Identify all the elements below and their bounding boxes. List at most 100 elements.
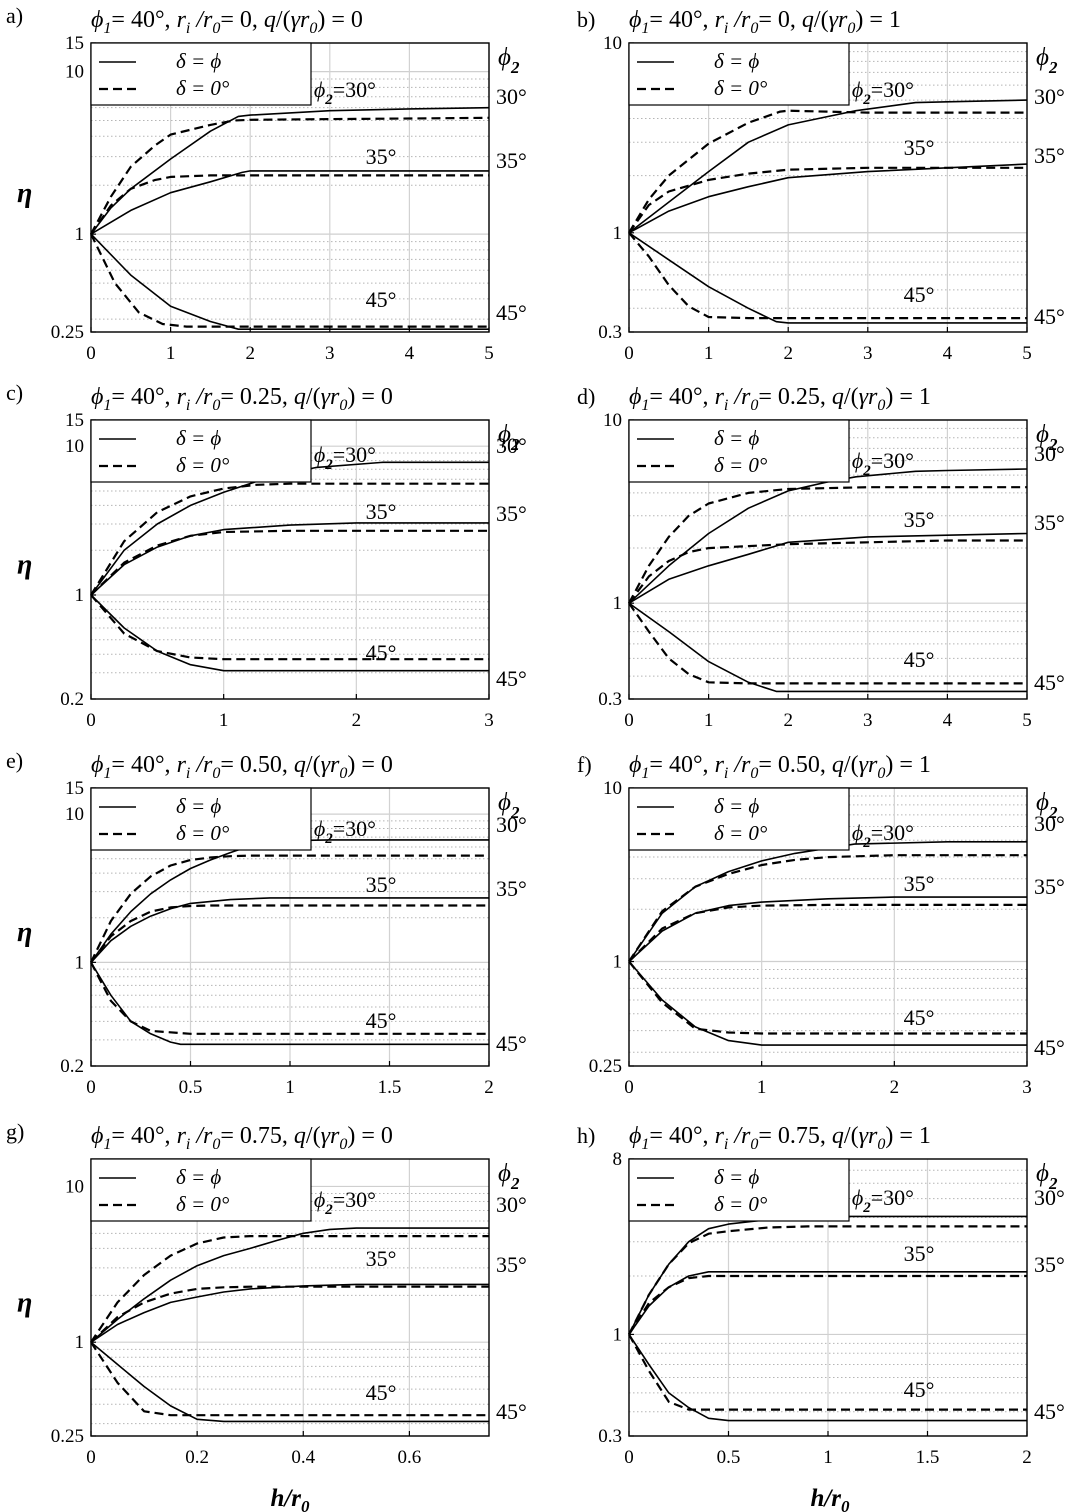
series-45-dashed (628, 232, 1027, 320)
q-value: ) = 0 (347, 384, 393, 410)
ri-value: = 0.25, (758, 384, 832, 410)
y-tick-label: 10 (65, 62, 84, 83)
end-label-45: 45° (1034, 670, 1065, 695)
phi2-symbol: ϕ (852, 77, 863, 102)
y-tick-label: 1 (613, 952, 623, 973)
panel-letter: h) (577, 1123, 595, 1148)
series-45-solid (628, 232, 1027, 324)
q-open: /( (306, 1123, 321, 1149)
phi2-axis-sub: 2 (510, 803, 520, 822)
ri-r: r (715, 752, 725, 778)
curve-label-30-value: =30° (333, 816, 376, 841)
ri-value: = 0.75, (758, 1123, 832, 1149)
curve-label-30: ϕ2=30° (314, 1187, 376, 1218)
end-label-30: 30° (496, 812, 527, 837)
curve-label-45: 45° (904, 1005, 935, 1030)
curve-label-45: 45° (366, 287, 397, 312)
legend-solid-label: δ = ϕ (176, 794, 221, 818)
phi2-axis-title: ϕ2 (1036, 421, 1058, 454)
ri-value: = 0.75, (220, 1123, 294, 1149)
phi2-sub: 2 (324, 831, 333, 847)
q-symbol: q (832, 384, 844, 410)
phi2-axis-title: ϕ2 (498, 44, 520, 77)
ri-r: r (177, 7, 187, 33)
series-30-solid (628, 840, 1027, 962)
q-value: ) = 1 (885, 384, 931, 410)
series-35-dashed (628, 1274, 1027, 1335)
series-45-dashed (90, 1341, 489, 1417)
r0-sub: 0 (750, 397, 758, 414)
phi2-axis-symbol: ϕ (498, 1160, 511, 1187)
phi2-axis-title: ϕ2 (1036, 1160, 1058, 1193)
legend-solid-label: δ = ϕ (176, 49, 221, 73)
y-tick-label: 1 (613, 223, 623, 244)
series-35-dashed (628, 903, 1027, 963)
panel-letter: d) (577, 384, 595, 409)
end-label-45: 45° (496, 300, 527, 325)
x-tick-label: 0 (624, 710, 634, 731)
series-35-solid (90, 1283, 489, 1343)
series-35-solid (628, 896, 1027, 963)
panel-letter: f) (577, 752, 592, 777)
end-label-35: 35° (1034, 143, 1065, 168)
phi1-sub: 1 (103, 397, 111, 414)
x-tick-label: 1 (285, 1077, 295, 1098)
ri-sub: i (186, 397, 190, 414)
end-label-30: 30° (496, 433, 527, 458)
r0-sub: 0 (750, 765, 758, 782)
gamma-r: γr (859, 1123, 878, 1149)
panel-letter: g) (6, 1119, 24, 1144)
y-tick-label: 1 (613, 593, 623, 614)
y-tick-label: 0.2 (60, 689, 84, 710)
y-tick-label: 1 (613, 1324, 623, 1345)
x-tick-label: 1 (823, 1447, 833, 1468)
y-tick-label: 0.3 (598, 322, 622, 343)
legend-dashed-label: δ = 0° (176, 453, 230, 477)
x-tick-label: 0 (86, 1077, 96, 1098)
x-tick-label: 0.5 (717, 1447, 741, 1468)
legend-box (628, 787, 850, 851)
curve-label-30: ϕ2=30° (314, 816, 376, 847)
phi1-symbol: ϕ (91, 7, 103, 33)
ri-sub: i (724, 765, 728, 782)
phi2-axis-sub: 2 (1048, 803, 1058, 822)
y-tick-label: 1 (75, 585, 85, 606)
x-axis-label: h/r0 (270, 1485, 310, 1512)
phi2-axis-symbol: ϕ (498, 789, 511, 816)
series-45-solid (90, 594, 489, 672)
curve-label-30: ϕ2=30° (852, 448, 914, 479)
end-label-30: 30° (1034, 441, 1065, 466)
x-tick-label: 4 (405, 343, 415, 364)
series-45-dashed (628, 960, 1027, 1035)
panel-title: ϕ1= 40°, ri /r0= 0, q/(γr0) = 0 (91, 7, 363, 37)
gamma-r0-sub: 0 (877, 397, 885, 414)
curve-label-35: 35° (366, 872, 397, 897)
curve-label-30: ϕ2=30° (852, 77, 914, 108)
phi1-value: = 40°, (649, 752, 714, 778)
x-axis-label-sub: 0 (841, 1497, 850, 1512)
phi2-symbol: ϕ (852, 1185, 863, 1210)
series-30-solid (628, 468, 1028, 604)
curve-label-45: 45° (904, 647, 935, 672)
ri-slash: /r (728, 7, 751, 33)
curve-label-45: 45° (366, 1008, 397, 1033)
curve-label-35: 35° (904, 871, 935, 896)
x-tick-label: 2 (352, 710, 362, 731)
y-tick-label: 15 (65, 778, 84, 799)
ri-r: r (715, 1123, 725, 1149)
phi2-axis-title: ϕ2 (498, 421, 520, 454)
ri-r: r (177, 384, 187, 410)
panel-title: ϕ1= 40°, ri /r0= 0, q/(γr0) = 1 (629, 7, 901, 37)
phi1-sub: 1 (103, 1136, 111, 1153)
ri-value: = 0, (758, 7, 802, 33)
series-45-dashed (90, 594, 489, 661)
phi1-symbol: ϕ (91, 1123, 103, 1149)
y-tick-label: 10 (603, 410, 622, 431)
panel-title: ϕ1= 40°, ri /r0= 0.25, q/(γr0) = 1 (629, 384, 931, 414)
phi2-sub: 2 (862, 463, 871, 479)
x-tick-label: 1 (704, 343, 714, 364)
legend-dashed-label: δ = 0° (176, 1192, 230, 1216)
phi2-axis-symbol: ϕ (1036, 421, 1049, 448)
q-value: ) = 1 (885, 752, 931, 778)
